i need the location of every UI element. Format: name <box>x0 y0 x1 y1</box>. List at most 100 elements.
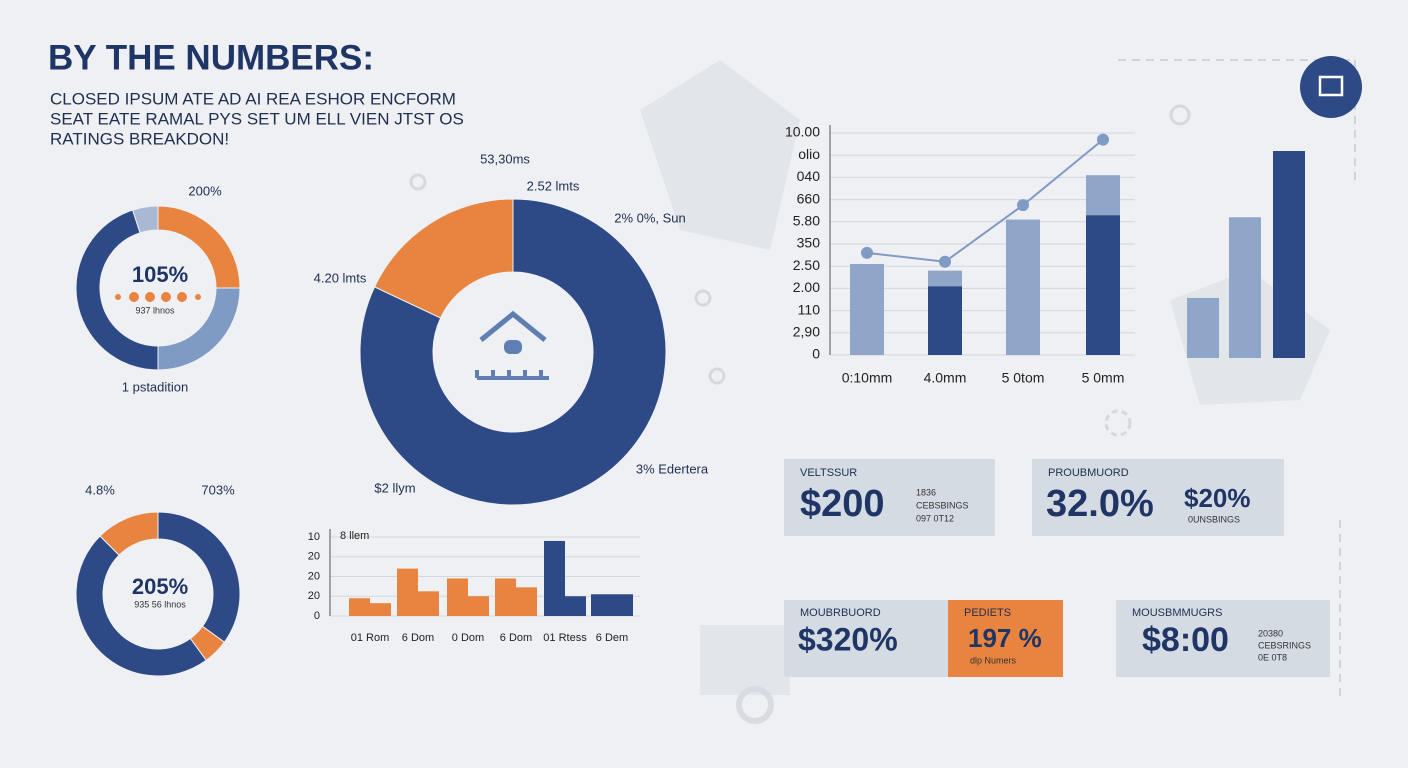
x-tick-label: 5 0mm <box>1082 370 1125 386</box>
decor-dot <box>195 294 201 300</box>
chart-title: 8 llem <box>340 530 369 542</box>
bar <box>1086 215 1120 355</box>
subtitle: CLOSED IPSUM ATE AD AI REA ESHOR ENCFORM <box>50 89 456 108</box>
card-note: CEBSRINGS <box>1258 640 1311 650</box>
card <box>1116 600 1330 677</box>
bar <box>418 591 439 616</box>
annotation: 2.52 lmts <box>527 178 580 193</box>
center-value: 205% <box>132 574 188 599</box>
bar <box>1006 219 1040 355</box>
bg-shape <box>700 625 790 695</box>
line-marker <box>1097 133 1109 146</box>
house-icon <box>479 310 547 342</box>
card-label: PEDIETS <box>964 607 1011 619</box>
bar <box>1229 217 1261 358</box>
card-label: VELTSSUR <box>800 467 857 479</box>
y-tick-label: 0 <box>314 610 320 622</box>
x-tick-label: 6 Dom <box>402 632 434 644</box>
bar <box>591 594 612 616</box>
house-icon <box>504 340 522 354</box>
bar <box>928 286 962 355</box>
x-tick-label: 6 Dem <box>596 632 628 644</box>
donut-segment <box>99 511 159 556</box>
card <box>784 600 948 677</box>
subtitle: SEAT EATE RAMAL PYS SET UM ELL VIEN JTST… <box>50 109 464 128</box>
x-tick-label: 4.0mm <box>924 370 967 386</box>
x-tick-label: 5 0tom <box>1002 370 1045 386</box>
card <box>1032 459 1284 536</box>
bar <box>397 568 418 616</box>
y-tick-label: 2.50 <box>793 257 820 273</box>
x-tick-label: 6 Dom <box>500 632 532 644</box>
bg-ring <box>736 686 774 724</box>
bar <box>349 598 370 616</box>
y-tick-label: 0 <box>812 346 820 362</box>
donut-segment <box>157 287 241 371</box>
house-icon <box>475 370 549 380</box>
annotation: 3% Edertera <box>636 461 709 476</box>
x-tick-label: 0:10mm <box>842 370 893 386</box>
y-tick-label: 10.00 <box>785 124 820 140</box>
bg-ring <box>1169 104 1191 126</box>
annotation: 200% <box>188 183 222 198</box>
annotation: $2 llym <box>374 480 415 495</box>
decor-dot <box>145 292 155 302</box>
card-value: $8:00 <box>1142 621 1229 659</box>
donut-segment <box>75 535 207 677</box>
bar <box>850 263 884 355</box>
center-caption: 937 lhnos <box>135 305 175 315</box>
bg-ring <box>1104 409 1132 437</box>
y-tick-label: 350 <box>797 235 821 251</box>
decor-dot <box>115 294 121 300</box>
card-note: dlp Numers <box>970 655 1017 665</box>
line <box>866 138 1104 263</box>
bg-shape <box>640 60 800 250</box>
y-tick-label: 5.80 <box>793 213 820 229</box>
card-note: 1836 <box>916 487 936 497</box>
bar <box>516 587 537 616</box>
annotation: 53,30ms <box>480 151 530 166</box>
cards: VELTSSUR $200 1836 CEBSBINGS 097 0T12 PR… <box>784 459 1330 677</box>
center-value: 105% <box>132 262 188 287</box>
card-label: MOUSBMMUGRS <box>1132 607 1222 619</box>
annotation: 4.8% <box>85 482 115 497</box>
donut-segment <box>359 198 667 506</box>
line-marker <box>1017 199 1029 212</box>
bar <box>612 594 633 616</box>
y-tick-label: 660 <box>797 190 821 206</box>
y-tick-label: 20 <box>308 590 320 602</box>
y-tick-label: 110 <box>798 301 821 317</box>
card-label: PROUBMUORD <box>1048 467 1129 479</box>
y-tick-label: 20 <box>308 551 320 563</box>
annotation: 703% <box>201 482 235 497</box>
y-tick-label: 2.00 <box>793 279 820 295</box>
bar <box>1187 297 1219 358</box>
donut-segment <box>132 205 159 234</box>
subtitle: RATINGS BREAKDON! <box>50 129 229 148</box>
bar <box>1273 151 1305 358</box>
x-tick-label: 01 Rtess <box>543 632 587 644</box>
card-note: 0E 0T8 <box>1258 652 1287 662</box>
bar <box>544 540 565 616</box>
card-note: 0UNSBINGS <box>1188 514 1240 524</box>
card-value: $200 <box>800 483 885 525</box>
bar <box>928 270 962 287</box>
card-value: $320% <box>798 621 898 657</box>
bar <box>495 578 516 616</box>
title: BY THE NUMBERS: <box>48 38 374 77</box>
card <box>948 600 1063 677</box>
center-caption: 935 56 lhnos <box>134 599 186 609</box>
icon-circle <box>1300 56 1362 118</box>
bar <box>370 603 391 616</box>
y-tick-label: 2,90 <box>793 324 820 340</box>
y-tick-label: 040 <box>797 168 821 184</box>
annotation: 4.20 lmts <box>314 270 367 285</box>
bar <box>447 578 468 616</box>
bar <box>565 596 586 616</box>
decor-dot <box>161 292 171 302</box>
card-value: 32.0% <box>1046 483 1154 525</box>
bar <box>1086 175 1120 216</box>
card-label: MOUBRBUORD <box>800 607 881 619</box>
